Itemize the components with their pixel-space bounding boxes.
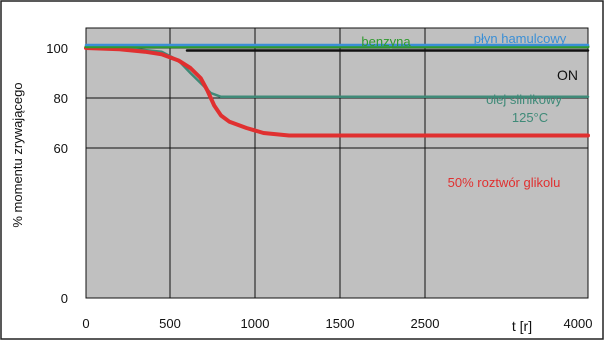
x-tick-label: 2500	[411, 316, 440, 331]
series-label: płyn hamulcowy	[474, 31, 567, 46]
series-label: ON	[557, 67, 578, 83]
series-labels: benzyna płyn hamulcowy ON olej silnikowy 125…	[361, 31, 578, 190]
series-label: benzyna	[361, 34, 411, 49]
y-axis-label: % momentu zrywającego	[10, 82, 25, 227]
series-label: 50% roztwór glikolu	[448, 175, 561, 190]
x-tick-label: 0	[82, 316, 89, 331]
x-tick-label: 4000	[564, 316, 593, 331]
x-axis-label: t [r]	[512, 318, 532, 334]
plot-area	[85, 27, 589, 299]
x-tick-label: 1500	[326, 316, 355, 331]
y-tick-label: 100	[46, 41, 68, 56]
tick-labels: 0 500 1000 1500 2500 4000 0 60 80 100 t [r]	[46, 41, 592, 334]
x-tick-label: 500	[159, 316, 181, 331]
series-label: 125°C	[512, 110, 548, 125]
series-layer	[84, 43, 590, 138]
y-tick-label: 80	[54, 91, 68, 106]
series-line-50-roztw-r-glikolu	[84, 46, 590, 138]
x-tick-label: 1000	[241, 316, 270, 331]
series-label: olej silnikowy	[486, 92, 562, 107]
y-tick-label: 0	[61, 291, 68, 306]
y-tick-label: 60	[54, 141, 68, 156]
